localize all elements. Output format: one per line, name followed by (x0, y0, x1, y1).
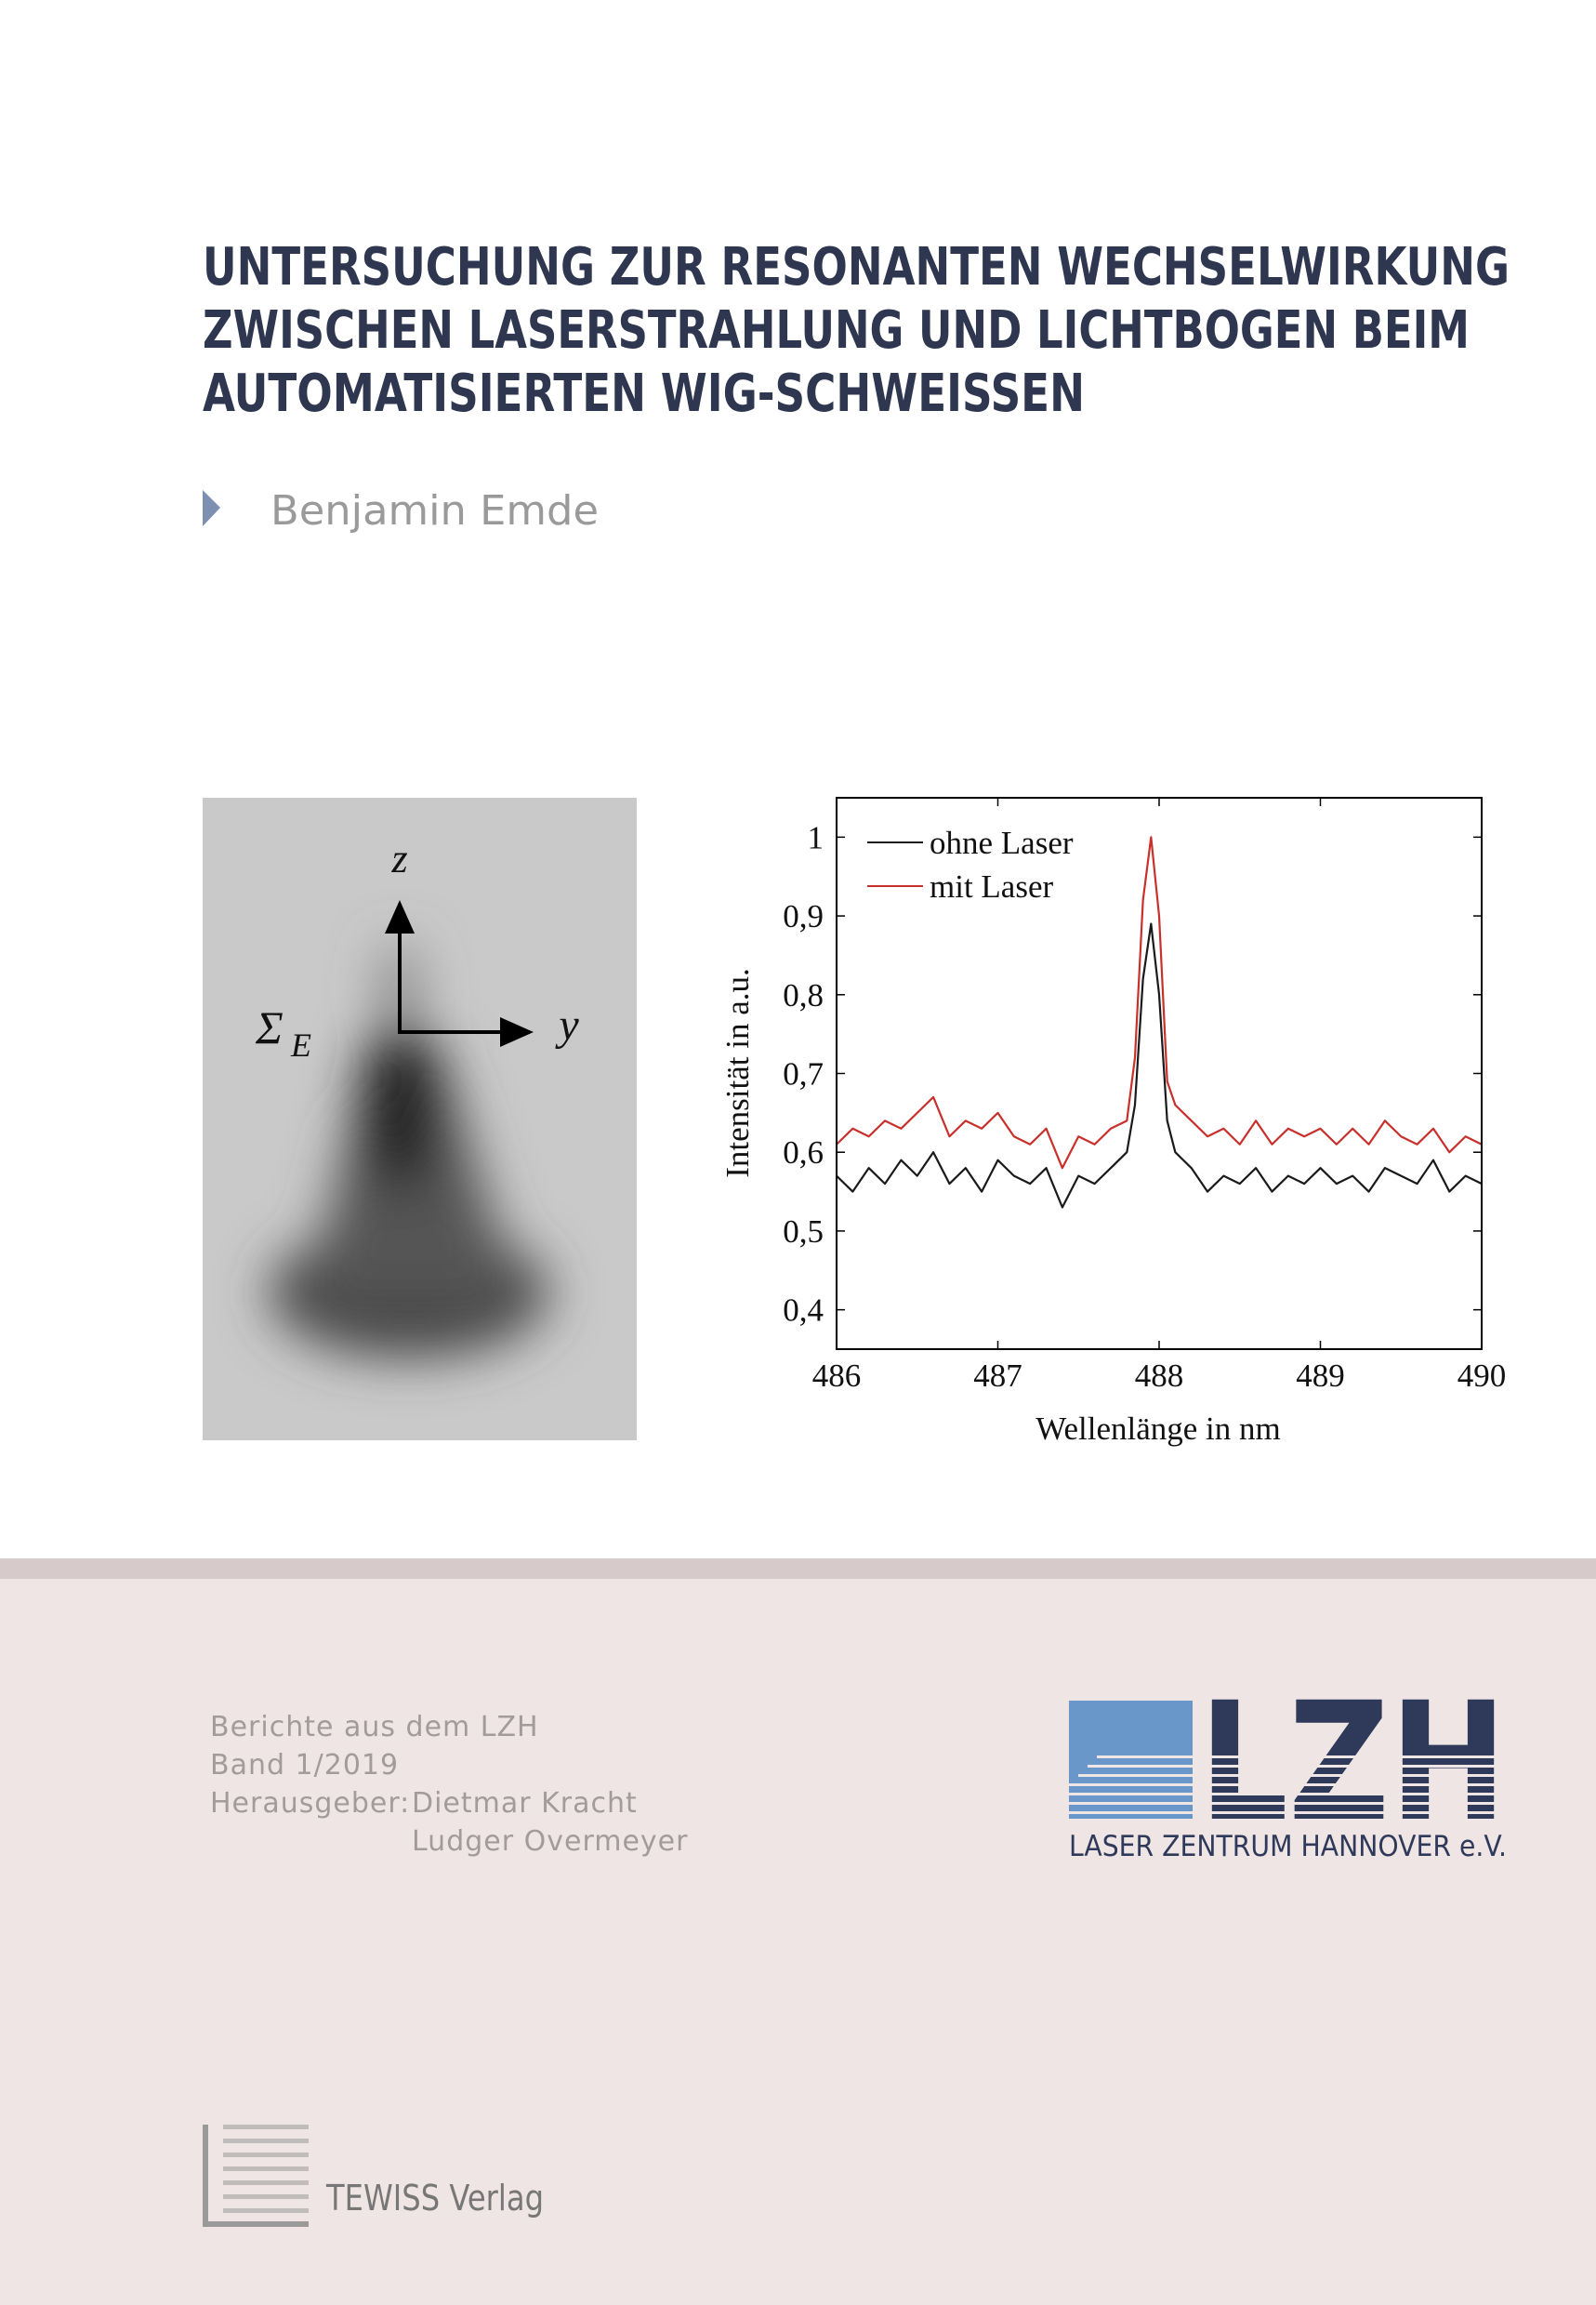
axis-label: z (390, 836, 407, 881)
axis-label: y (554, 1000, 579, 1050)
title-line: ZWISCHEN LASERSTRAHLUNG UND LICHTBOGEN B… (203, 300, 1470, 361)
y-tick-label: 0,8 (783, 977, 824, 1013)
editor: Dietmar Kracht (412, 1787, 638, 1820)
title-line: AUTOMATISIERTEN WIG-SCHWEISSEN (203, 364, 1085, 424)
y-tick-label: 0,6 (783, 1134, 824, 1171)
logo-letters: LZH (1199, 1667, 1507, 1858)
lzh-logo: LZH LASER ZENTRUM HANNOVER e.V. (1069, 1667, 1507, 1863)
editor: Ludger Overmeyer (412, 1825, 688, 1858)
x-tick-label: 488 (1135, 1358, 1184, 1394)
divider (0, 1558, 1596, 1579)
y-tick-label: 0,7 (783, 1056, 824, 1093)
y-tick-label: 0,4 (783, 1292, 824, 1329)
y-tick-label: 1 (808, 819, 824, 855)
series-name: Berichte aus dem LZH (210, 1711, 539, 1743)
y-tick-label: 0,5 (783, 1213, 824, 1250)
x-tick-label: 486 (812, 1358, 862, 1394)
editor-label: Herausgeber: (210, 1787, 410, 1820)
series-line (836, 922, 1483, 1209)
x-tick-label: 490 (1458, 1358, 1507, 1394)
volume: Band 1/2019 (210, 1749, 399, 1782)
legend-label: ohne Laser (930, 825, 1074, 861)
author: Benjamin Emde (270, 487, 599, 535)
x-tick-label: 487 (973, 1358, 1022, 1394)
x-tick-label: 489 (1296, 1358, 1345, 1394)
logo-name: LASER ZENTRUM HANNOVER e.V. (1069, 1830, 1507, 1863)
plume (270, 944, 548, 1358)
plane-label-sub: E (290, 1027, 311, 1064)
chart: Wellenlänge in nm Intensität in a.u. 0,4… (719, 797, 1507, 1447)
author-marker (203, 490, 220, 526)
tewiss-logo: TEWISS Verlag (203, 2125, 544, 2227)
publisher: TEWISS Verlag (325, 2178, 544, 2219)
logo-square (1069, 1701, 1193, 1819)
legend-label: mit Laser (930, 868, 1053, 905)
plot-frame (836, 797, 1483, 1350)
logo-stripes (1069, 1755, 1507, 1814)
y-tick-label: 0,9 (783, 898, 824, 934)
series-line (836, 836, 1483, 1170)
photo: z y Σ E (203, 798, 637, 1440)
x-axis-label: Wellenlänge in nm (1035, 1411, 1281, 1447)
plane-label: Σ (255, 1001, 284, 1053)
y-axis-label: Intensität in a.u. (719, 968, 756, 1178)
title-line: UNTERSUCHUNG ZUR RESONANTEN WECHSELWIRKU… (203, 237, 1510, 298)
